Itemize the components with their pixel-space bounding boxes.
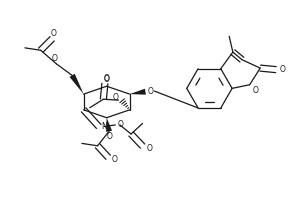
Polygon shape: [106, 118, 112, 132]
Text: O: O: [51, 29, 56, 38]
Text: O: O: [107, 132, 113, 141]
Text: O: O: [111, 155, 117, 164]
Text: O: O: [113, 93, 119, 102]
Polygon shape: [130, 89, 146, 95]
Text: O: O: [118, 120, 124, 130]
Text: O: O: [148, 86, 154, 96]
Text: O: O: [52, 54, 58, 63]
Text: O: O: [280, 65, 286, 74]
Text: N: N: [101, 122, 107, 131]
Text: O: O: [146, 144, 152, 153]
Text: O: O: [104, 75, 110, 84]
Polygon shape: [70, 74, 84, 94]
Text: O: O: [103, 73, 109, 83]
Text: O: O: [252, 86, 258, 95]
